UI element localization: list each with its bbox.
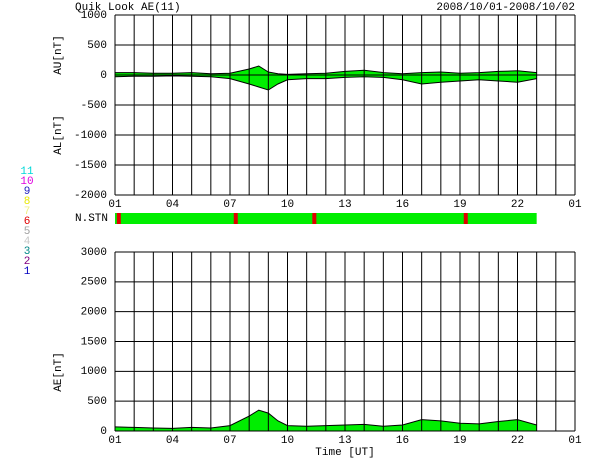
x-tick-label: 22 <box>511 199 524 211</box>
x-tick-label: 13 <box>338 199 351 211</box>
nstn-drop <box>116 213 121 224</box>
station-legend-label: 9 <box>24 186 31 198</box>
x-tick-label: 07 <box>223 435 236 447</box>
y-axis-label: AL[nT] <box>53 115 65 155</box>
x-tick-label: 13 <box>338 435 351 447</box>
title: Quik Look AE(11) <box>75 2 181 14</box>
x-tick-label: 16 <box>396 199 409 211</box>
y-tick-label: 1500 <box>81 336 107 348</box>
x-tick-label: 01 <box>568 435 582 447</box>
station-legend-label: 11 <box>20 166 34 178</box>
y-tick-label: -500 <box>81 100 107 112</box>
nstn-bar <box>115 213 537 224</box>
y-axis-label: AE[nT] <box>53 352 65 392</box>
station-legend-label: 3 <box>24 246 31 258</box>
x-tick-label: 01 <box>108 199 122 211</box>
station-legend-label: 4 <box>24 236 31 248</box>
x-tick-label: 22 <box>511 435 524 447</box>
station-legend-label: 2 <box>24 256 31 268</box>
y-tick-label: 3000 <box>81 247 107 259</box>
x-tick-label: 16 <box>396 435 409 447</box>
y-tick-label: -1500 <box>74 160 107 172</box>
area <box>115 410 537 431</box>
x-tick-label: 10 <box>281 199 294 211</box>
nstn-drop <box>233 213 238 224</box>
x-tick-label: 01 <box>108 435 122 447</box>
station-legend-label: 7 <box>24 206 31 218</box>
y-tick-label: 500 <box>87 40 107 52</box>
x-tick-label: 01 <box>568 199 582 211</box>
y-axis-label: AU[nT] <box>53 35 65 75</box>
y-tick-label: 1000 <box>81 10 107 22</box>
nstn-label: N.STN <box>75 213 108 225</box>
station-legend-label: 1 <box>24 266 31 278</box>
date-range: 2008/10/01-2008/10/02 <box>436 2 575 14</box>
y-tick-label: 0 <box>100 426 107 438</box>
y-tick-label: 500 <box>87 396 107 408</box>
y-tick-label: -2000 <box>74 190 107 202</box>
x-tick-label: 04 <box>166 435 180 447</box>
station-legend-label: 6 <box>24 216 31 228</box>
y-tick-label: -1000 <box>74 130 107 142</box>
y-tick-label: 1000 <box>81 366 107 378</box>
x-tick-label: 07 <box>223 199 236 211</box>
x-tick-label: 10 <box>281 435 294 447</box>
station-legend-label: 5 <box>24 226 31 238</box>
y-tick-label: 0 <box>100 70 107 82</box>
x-tick-label: 19 <box>453 199 466 211</box>
station-legend-label: 10 <box>20 176 33 188</box>
station-legend-label: 8 <box>24 196 31 208</box>
y-tick-label: 2000 <box>81 307 107 319</box>
nstn-drop <box>463 213 468 224</box>
nstn-drop <box>312 213 317 224</box>
x-tick-label: 19 <box>453 435 466 447</box>
y-tick-label: 2500 <box>81 277 107 289</box>
area <box>115 75 537 90</box>
x-axis-label: Time [UT] <box>315 447 374 459</box>
x-tick-label: 04 <box>166 199 180 211</box>
